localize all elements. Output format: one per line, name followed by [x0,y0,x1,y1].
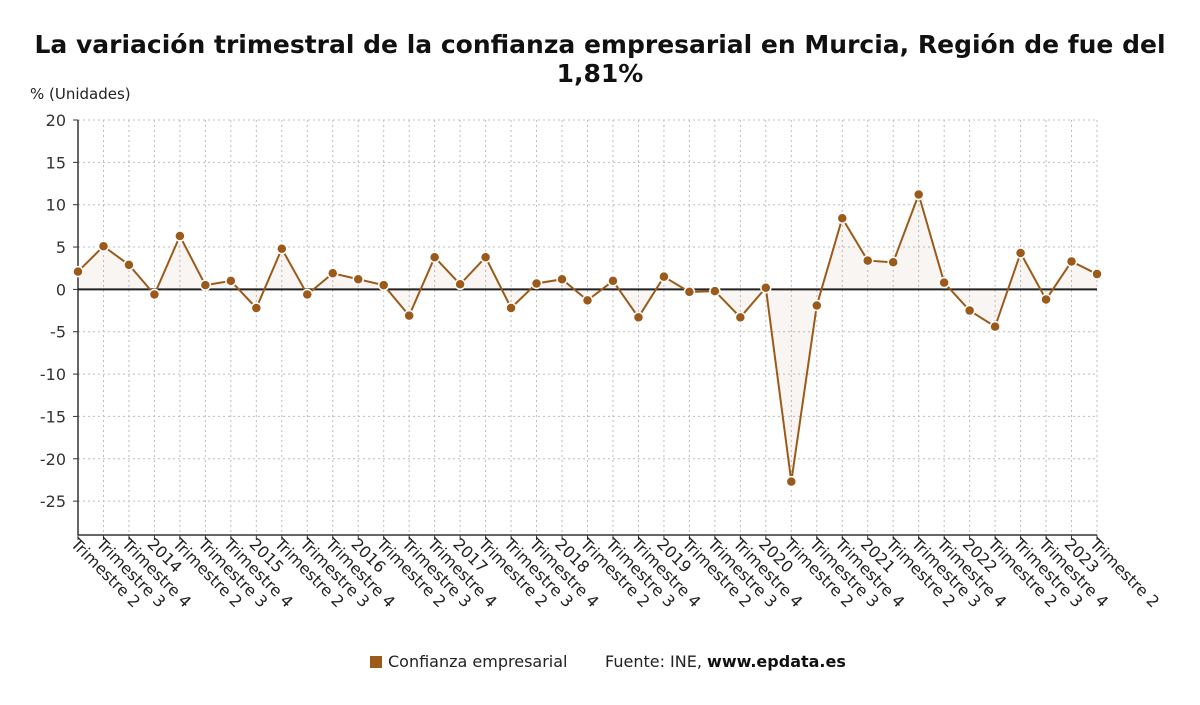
data-point [887,256,899,269]
data-point [1014,247,1027,259]
data-point [530,277,543,290]
data-point [607,275,619,287]
y-tick-label: -10 [40,365,66,384]
data-point [377,279,390,291]
data-point [811,299,823,312]
data-point [505,302,517,314]
data-point [250,302,263,314]
legend-swatch [370,655,382,668]
y-tick-label: 10 [46,196,66,215]
y-tick-label: -25 [40,492,66,511]
data-point [301,288,314,301]
chart-title: La variación trimestral de la confianza … [34,30,1166,88]
data-point [225,275,237,287]
data-point [658,270,670,283]
y-tick-label: -5 [50,323,66,342]
data-point [989,320,1001,333]
data-point [97,240,110,252]
data-point [174,230,186,242]
legend-label: Confianza empresarial [388,652,568,671]
y-tick-labels: 20 15 10 5 0 -5 -10 -15 -20 -25 [40,111,66,511]
y-tick-label: 0 [56,280,66,299]
axes [73,119,1098,540]
data-point [938,276,950,289]
data-point [785,475,798,488]
data-point [1065,255,1078,268]
data-point [861,254,874,267]
data-point [403,309,415,322]
data-point [581,294,594,307]
data-point [352,273,364,285]
data-point [199,279,212,291]
y-tick-label: 15 [46,153,66,172]
data-point [276,242,288,255]
data-point [327,267,339,280]
data-point [734,311,747,324]
y-tick-label: -15 [40,407,66,426]
grid [78,119,1098,535]
series-points [72,188,1103,488]
y-tick-label: 20 [46,111,66,130]
data-point [836,212,848,224]
source-note: Fuente: INE, www.epdata.es [605,652,846,671]
data-point [709,285,721,297]
source-domain: www.epdata.es [707,652,846,671]
source-prefix: Fuente: INE, [605,652,702,671]
data-point [123,259,135,271]
data-point [683,286,696,298]
area-fill [78,194,1097,482]
data-point [912,188,925,201]
data-point [1040,293,1052,306]
data-point [632,311,645,324]
legend: Confianza empresarial [370,652,567,671]
data-point [963,304,976,317]
data-point [1091,268,1103,280]
data-point [428,251,441,263]
y-tick-label: -20 [40,450,66,469]
data-point [454,278,466,291]
series-line [77,191,1098,482]
data-point [479,251,492,263]
area-fill-path [78,194,1097,482]
data-point [148,288,161,301]
data-point [556,273,568,285]
data-point [72,265,84,278]
data-point [760,281,772,294]
y-axis-unit-label: % (Unidades) [30,85,131,103]
y-tick-label: 5 [56,238,66,257]
series-line-confianza [77,191,1098,482]
